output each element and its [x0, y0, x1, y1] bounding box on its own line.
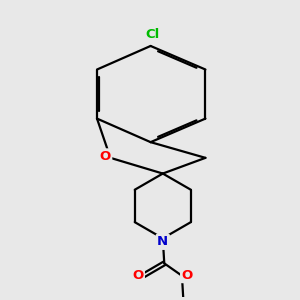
Text: O: O — [100, 150, 111, 163]
Text: O: O — [182, 268, 193, 282]
Text: O: O — [132, 269, 143, 282]
Text: Cl: Cl — [145, 28, 159, 41]
Text: N: N — [157, 236, 168, 248]
